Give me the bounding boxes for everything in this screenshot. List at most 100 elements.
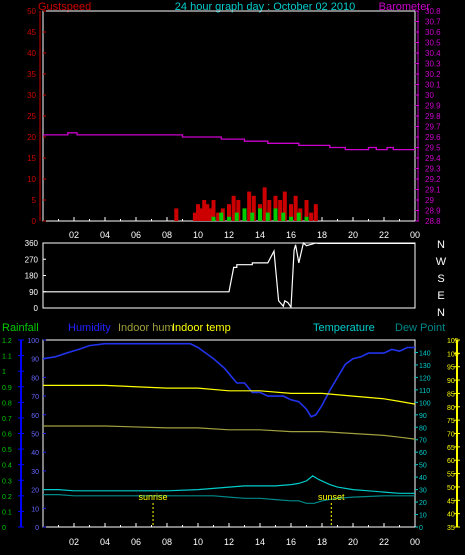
- gust-bar: [211, 200, 216, 221]
- rain-tick-label: 1: [2, 369, 6, 376]
- windspeed-bar: [211, 216, 216, 221]
- baro-tick-label: 29.6: [425, 133, 441, 142]
- gust-bar: [196, 204, 200, 221]
- indoor-tick-label: 100: [447, 351, 459, 358]
- x-tick-label: 18: [317, 537, 327, 547]
- rain-tick-label: 0.3: [2, 478, 12, 485]
- baro-tick-label: 30.1: [425, 81, 441, 90]
- x-tick-label: 04: [100, 230, 110, 240]
- windspeed-bar: [234, 212, 239, 221]
- gust-bar: [251, 195, 256, 221]
- baro-tick-label: 30.4: [425, 49, 441, 58]
- gust-tick-label: 45: [27, 28, 36, 37]
- temp-tick-label: 70: [419, 438, 427, 445]
- humidity-line: [42, 342, 415, 418]
- indoor-tick-label: 95: [447, 365, 455, 372]
- temp-tick-label: 90: [419, 413, 427, 420]
- temp-tick-label: 0: [419, 525, 423, 532]
- rain-tick-label: 0.1: [2, 509, 12, 516]
- gust-bar: [309, 212, 314, 221]
- winddir-tick-label: 270: [25, 255, 39, 264]
- rain-tick-label: 0.8: [2, 400, 12, 407]
- rain-tick-label: 1.1: [2, 354, 12, 361]
- humidity-tick-label: 30: [31, 469, 39, 476]
- indoor-tick-label: 50: [447, 485, 455, 492]
- temperature-line: [43, 475, 415, 494]
- gust-bar: [262, 187, 267, 221]
- rain-axis-ticks: 0 0.1 0.2 0.3 0.4 0.5 0.6 0.7 0.8 0.9 1 1.1 1.2: [2, 338, 24, 532]
- windspeed-bar: [273, 208, 278, 221]
- compass-letter: E: [437, 290, 444, 302]
- baro-tick-label: 30: [425, 91, 434, 100]
- windspeed-bar: [258, 208, 262, 221]
- x-tick-label: 22: [379, 537, 389, 547]
- bottom-panel-series: [42, 342, 416, 504]
- temperature-axis-ticks: 0 10 20 30 40 50 60 70 80 90 100 110 120 130 140: [415, 350, 431, 532]
- sunrise-label: sunrise: [139, 492, 168, 502]
- x-tick-label: 20: [348, 537, 358, 547]
- gust-tick-label: 40: [27, 49, 36, 58]
- indoor-hum-line: [43, 425, 416, 440]
- humidity-tick-label: 20: [31, 488, 39, 495]
- gust-bar: [192, 212, 197, 221]
- baro-tick-label: 29.8: [425, 112, 441, 121]
- windspeed-bar: [281, 212, 286, 221]
- gust-bar: [247, 191, 252, 221]
- humidity-tick-label: 90: [31, 357, 39, 364]
- windspeed-bar: [250, 212, 255, 221]
- baro-tick-label: 30.8: [425, 7, 441, 16]
- legend-indoor-temp: Indoor temp: [172, 322, 231, 334]
- temp-tick-label: 60: [419, 450, 427, 457]
- barometer-label: Barometer: [379, 1, 431, 13]
- indoor-tick-label: 80: [447, 405, 455, 412]
- temp-tick-label: 40: [419, 475, 427, 482]
- indoor-tick-label: 105: [447, 338, 459, 345]
- gust-tick-label: 5: [32, 196, 37, 205]
- graph-title: 24 hour graph day : October 02 2010: [175, 1, 355, 13]
- x-tick-label: 22: [379, 230, 389, 240]
- bottom-panel-x-ticks: 02 04 06 08 10 12 14 16 18 20 22 00: [58, 523, 420, 547]
- rain-tick-label: 0.4: [2, 463, 12, 470]
- gust-bar: [267, 200, 272, 221]
- winddir-tick-label: 90: [29, 288, 38, 297]
- humidity-tick-label: 100: [27, 338, 39, 345]
- temp-tick-label: 10: [419, 513, 427, 520]
- legend-humidity: Humidity: [68, 322, 111, 334]
- gust-axis-ticks: 0 5 10 15 20 25 30 35 40 45 50: [27, 7, 46, 226]
- windspeed-bar: [289, 216, 293, 221]
- x-tick-label: 10: [193, 537, 203, 547]
- compass-letter: W: [436, 256, 447, 268]
- windspeed-bar: [304, 216, 309, 221]
- compass-letter: S: [437, 273, 444, 285]
- top-panel-x-ticks: 02 04 06 08 10 12 14 16 18 20 22 00: [58, 217, 420, 240]
- rain-tick-label: 0.6: [2, 432, 12, 439]
- x-tick-label: 14: [255, 537, 265, 547]
- winddir-series: [43, 241, 415, 309]
- legend-dew-point: Dew Point: [395, 322, 445, 334]
- top-panel-series: [43, 132, 415, 221]
- gust-bar: [236, 200, 241, 221]
- indoor-tick-label: 60: [447, 458, 455, 465]
- rain-tick-label: 0.9: [2, 385, 12, 392]
- gust-bar: [313, 204, 318, 221]
- baro-tick-label: 30.7: [425, 18, 441, 27]
- dew-point-line: [43, 494, 415, 504]
- baro-tick-label: 29: [425, 196, 434, 205]
- x-tick-label: 18: [317, 230, 327, 240]
- temp-tick-label: 30: [419, 488, 427, 495]
- baro-tick-label: 29.7: [425, 123, 441, 132]
- indoor-tick-label: 55: [447, 472, 455, 479]
- indoor-tick-label: 65: [447, 445, 455, 452]
- humidity-tick-label: 40: [31, 450, 39, 457]
- humidity-tick-label: 10: [31, 506, 39, 513]
- x-tick-label: 06: [131, 537, 141, 547]
- x-tick-label: 10: [193, 230, 203, 240]
- baro-tick-label: 29.1: [425, 186, 441, 195]
- compass-letter: N: [437, 307, 445, 319]
- x-tick-label: 08: [162, 537, 172, 547]
- baro-tick-label: 28.8: [425, 217, 441, 226]
- x-tick-label: 04: [100, 537, 110, 547]
- x-tick-label: 20: [348, 230, 358, 240]
